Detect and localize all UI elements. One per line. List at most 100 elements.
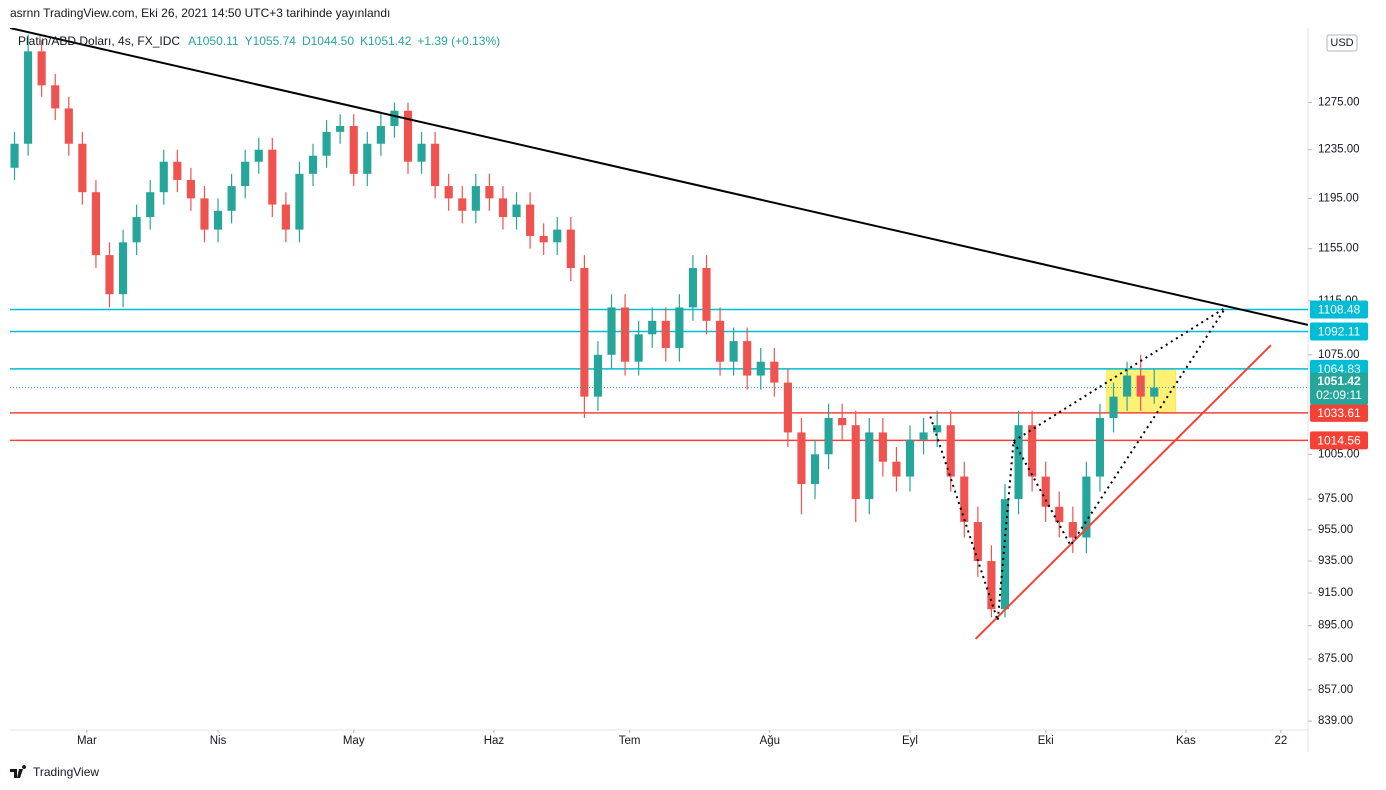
candle-body <box>1041 476 1050 507</box>
y-tick-label: 1005.00 <box>1318 448 1360 460</box>
candle-body <box>51 85 60 109</box>
candle-body <box>336 125 345 132</box>
candle-body <box>227 186 236 211</box>
candle-body <box>37 51 46 86</box>
candle-body <box>186 179 195 199</box>
candle-body <box>78 143 87 193</box>
candle-body <box>539 235 548 243</box>
y-tick-label: 1235.00 <box>1318 144 1360 156</box>
candle-body <box>363 143 372 174</box>
plot <box>10 28 1308 640</box>
plot-area <box>10 28 1308 730</box>
currency: USD <box>1330 37 1353 49</box>
candle-body <box>946 425 955 477</box>
candle-body <box>200 198 209 230</box>
footer: TradingView <box>33 765 99 779</box>
candle-body <box>376 125 385 144</box>
x-tick-label: Ağu <box>760 735 780 747</box>
y-tick-label: 1155.00 <box>1318 243 1359 255</box>
y-tick-label: 857.00 <box>1318 684 1353 696</box>
candle-body <box>770 361 779 383</box>
candle-body <box>444 186 453 199</box>
candle-body <box>702 268 711 321</box>
candle-body <box>838 418 847 426</box>
trend-line <box>10 28 1308 326</box>
candle-body <box>878 432 887 462</box>
candle-body <box>159 161 168 193</box>
candle-body <box>715 320 725 362</box>
candle-body <box>308 155 318 174</box>
candle-body <box>648 320 657 335</box>
level-label-bg <box>1310 431 1368 450</box>
level-label: 1014.56 <box>1317 434 1361 448</box>
x-tick-label: 22 <box>1274 735 1287 747</box>
candle-body <box>824 418 833 455</box>
candle-body <box>987 561 996 610</box>
header: asrnn TradingView.com, Eki 26, 2021 14:5… <box>10 6 390 20</box>
candle-body <box>173 161 182 180</box>
candle-body <box>458 198 467 211</box>
legend-value: Y1055.74 <box>245 34 297 48</box>
candle-body <box>526 204 535 236</box>
candle-body <box>10 143 19 168</box>
candle-body <box>1068 522 1077 538</box>
candle-body <box>973 522 982 562</box>
candle-body <box>1123 375 1132 397</box>
candle-body <box>1028 425 1037 477</box>
level-label-bg <box>1310 322 1368 341</box>
candle-body <box>322 131 331 156</box>
candle-body <box>553 229 562 243</box>
candle-body <box>254 149 263 162</box>
candle-body <box>118 242 128 295</box>
x-tick-label: Kas <box>1176 735 1196 747</box>
level-label: 1092.11 <box>1318 325 1361 339</box>
candle-body <box>498 198 508 218</box>
candle-body <box>417 143 426 162</box>
candle-body <box>960 476 969 523</box>
y-tick-label: 955.00 <box>1318 524 1353 536</box>
candle-body <box>146 192 155 218</box>
level-label-bg <box>1310 300 1368 319</box>
candle-body <box>580 268 589 397</box>
candle-body <box>91 192 101 256</box>
symbol: Platin/ABD Doları, 4s, FX_IDC <box>18 34 180 48</box>
candle-body <box>1109 396 1118 419</box>
candle-body <box>390 110 399 126</box>
y-tick-label: 915.00 <box>1318 587 1353 599</box>
candle-body <box>865 432 874 500</box>
candle-body <box>105 255 114 295</box>
logo <box>10 765 27 778</box>
candle-body <box>607 307 616 355</box>
candle-body <box>743 341 752 376</box>
candle-body <box>1095 418 1105 477</box>
candle-body <box>1014 425 1023 500</box>
level-label-bg <box>1310 403 1368 422</box>
x-tick-label: May <box>343 735 365 747</box>
legend-value: +1.39 (+0.13%) <box>417 34 500 48</box>
candle-body <box>621 307 630 362</box>
y-tick-label: 1195.00 <box>1318 192 1359 204</box>
candle-body <box>1000 499 1010 610</box>
candle-body <box>64 108 73 144</box>
candle-body <box>213 210 223 230</box>
x-tick-label: Mar <box>77 735 97 747</box>
legend-value: D1044.50 <box>302 34 354 48</box>
candle-body <box>688 268 697 308</box>
candle-body <box>851 425 860 500</box>
candle-body <box>431 143 440 187</box>
candle-body <box>593 354 603 397</box>
candle-body <box>1136 375 1145 397</box>
candle-body <box>471 186 480 211</box>
candle-body <box>783 382 792 433</box>
candle-body <box>1082 476 1091 538</box>
candle-body <box>933 425 942 433</box>
candle-body <box>281 204 290 230</box>
candle-body <box>349 125 358 174</box>
candle-body <box>24 51 33 144</box>
y-tick-label: 839.00 <box>1318 715 1353 727</box>
candle-body <box>268 149 277 205</box>
candle-body <box>634 334 643 362</box>
candle-body <box>295 173 304 230</box>
legend-value: A1050.11 <box>188 34 239 48</box>
candle-body <box>132 217 141 243</box>
